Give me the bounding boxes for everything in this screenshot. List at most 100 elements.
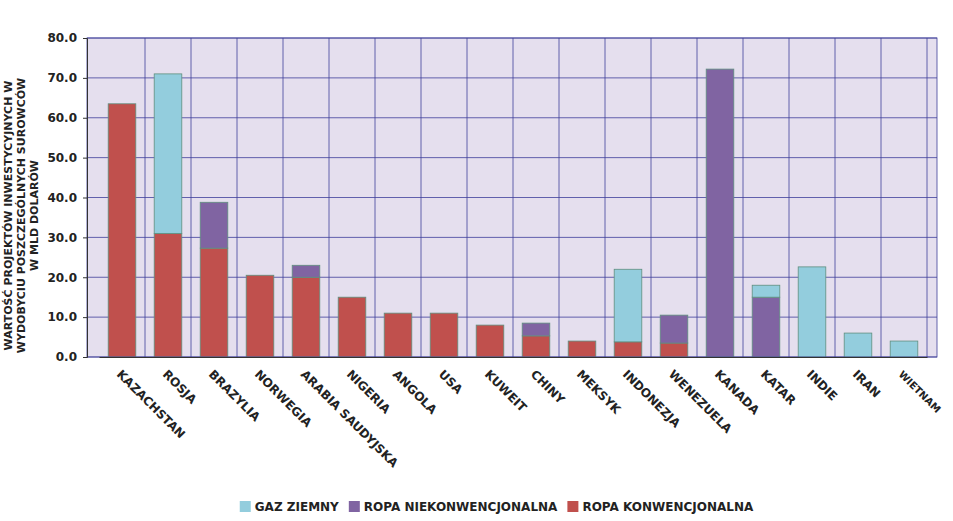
- grid-line: [87, 117, 937, 118]
- bar: [476, 325, 504, 326]
- x-tick: USA: [436, 357, 466, 397]
- x-tick-label: KATAR: [758, 367, 799, 408]
- bar: [430, 313, 458, 357]
- y-tick: 60.0: [47, 111, 87, 125]
- category-separator: [559, 38, 560, 357]
- category-separator: [329, 38, 330, 357]
- bar: [200, 202, 228, 203]
- category-separator: [283, 38, 284, 357]
- x-tick-label: ROSJA: [160, 367, 200, 407]
- y-axis-title-line: W MLD DOLARÓW: [28, 160, 41, 271]
- bar: [706, 69, 734, 357]
- category-separator: [421, 38, 422, 357]
- x-tick-label: ANGOLA: [390, 367, 440, 417]
- x-tick: KANADA: [712, 357, 763, 418]
- bar: [384, 313, 412, 357]
- y-tick-label: 50.0: [47, 151, 77, 165]
- y-axis-title-line: WYDOBYCIU POSZCZEGÓLNYCH SUROWCÓW: [15, 78, 28, 353]
- legend-item: ROPA KONWENCJONALNA: [567, 500, 754, 514]
- x-tick-label: MEKSYK: [574, 367, 624, 417]
- legend: GAZ ZIEMNY ROPA NIEKONWENCJONALNA ROPA KON…: [240, 500, 754, 514]
- category-separator: [743, 38, 744, 357]
- y-tick-mark: [83, 277, 87, 278]
- bar: [476, 325, 504, 357]
- y-tick: 40.0: [47, 191, 87, 205]
- y-tick-mark: [83, 78, 87, 79]
- category-separator: [145, 38, 146, 357]
- y-tick-mark: [83, 118, 87, 119]
- y-tick-mark: [83, 158, 87, 159]
- category-separator: [789, 38, 790, 357]
- y-tick: 30.0: [47, 231, 87, 245]
- y-tick-mark: [83, 38, 87, 39]
- category-separator: [927, 38, 928, 357]
- x-tick-label: WIETNAM: [897, 369, 943, 415]
- bar: [292, 265, 320, 266]
- bar: [292, 265, 320, 277]
- x-tick-label: INDIE: [804, 367, 840, 403]
- legend-swatch: [240, 501, 251, 512]
- legend-label: GAZ ZIEMNY: [255, 500, 339, 514]
- bar: [246, 275, 274, 357]
- bars: [108, 69, 918, 357]
- bar: [200, 248, 228, 357]
- bar: [338, 297, 366, 298]
- y-axis-title-line: WARTOŚĆ PROJEKTÓW INWESTYCYJNYCH W: [2, 81, 15, 351]
- y-tick: 50.0: [47, 151, 87, 165]
- bar: [200, 202, 228, 248]
- bar: [844, 333, 872, 357]
- bar: [568, 341, 596, 342]
- bar: [246, 275, 274, 276]
- legend-item: ROPA NIEKONWENCJONALNA: [349, 500, 558, 514]
- bar: [798, 267, 826, 357]
- plot-frame: [87, 38, 937, 357]
- legend-swatch: [567, 501, 578, 512]
- legend-label: ROPA KONWENCJONALNA: [582, 500, 754, 514]
- bar: [384, 313, 412, 314]
- y-tick: 10.0: [47, 310, 87, 324]
- chart: 0.010.020.030.040.050.060.070.080.0KAZAC…: [0, 0, 953, 521]
- bar: [522, 336, 550, 357]
- y-tick: 80.0: [47, 31, 87, 45]
- series-bars: [108, 104, 688, 357]
- y-tick-label: 20.0: [47, 271, 77, 285]
- bar: [338, 297, 366, 357]
- grid-line: [87, 157, 937, 158]
- bar: [108, 103, 136, 104]
- legend-swatch: [349, 501, 360, 512]
- bar: [384, 313, 412, 314]
- grid-line: [87, 197, 937, 198]
- bar: [430, 313, 458, 314]
- y-tick-label: 0.0: [56, 350, 77, 364]
- x-tick: INDIE: [804, 357, 840, 403]
- category-separator: [605, 38, 606, 357]
- bar: [154, 233, 182, 357]
- bar: [154, 74, 182, 234]
- bar: [338, 297, 366, 298]
- bar: [522, 323, 550, 336]
- bar: [660, 315, 688, 343]
- category-separator: [697, 38, 698, 357]
- bar: [752, 285, 780, 297]
- bar: [890, 341, 918, 357]
- x-tick: KUWEIT: [482, 357, 530, 415]
- y-tick-mark: [83, 357, 87, 358]
- y-tick: 20.0: [47, 271, 87, 285]
- x-tick: NIGERIA: [344, 357, 394, 417]
- x-tick: IRAN: [850, 357, 883, 400]
- x-grid: [145, 38, 927, 357]
- x-tick-label: ARABIA SAUDYJSKA: [298, 367, 402, 471]
- bar: [292, 277, 320, 357]
- category-separator: [835, 38, 836, 357]
- bar: [614, 342, 642, 357]
- bar: [108, 104, 136, 357]
- y-grid: [87, 38, 937, 357]
- y-tick: 70.0: [47, 71, 87, 85]
- category-separator: [467, 38, 468, 357]
- y-tick-label: 60.0: [47, 111, 77, 125]
- bar: [752, 297, 780, 357]
- y-tick-label: 70.0: [47, 71, 77, 85]
- y-axis: 0.0 10.0 20.0 30.0 40.0 50.0 60.0 70.0 80.0: [47, 31, 87, 364]
- x-tick-label: NIGERIA: [344, 367, 394, 417]
- category-separator: [237, 38, 238, 357]
